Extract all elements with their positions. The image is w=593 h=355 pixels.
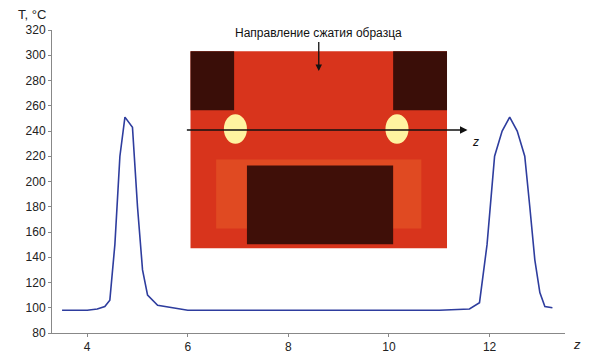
- svg-text:T, °C: T, °C: [18, 7, 46, 22]
- svg-text:6: 6: [184, 340, 191, 354]
- svg-text:Направление сжатия образца: Направление сжатия образца: [235, 26, 402, 40]
- svg-text:4: 4: [84, 340, 91, 354]
- svg-text:200: 200: [26, 175, 46, 189]
- svg-text:320: 320: [26, 23, 46, 37]
- svg-text:10: 10: [382, 340, 396, 354]
- svg-text:120: 120: [26, 276, 46, 290]
- svg-text:8: 8: [285, 340, 292, 354]
- svg-text:260: 260: [26, 99, 46, 113]
- svg-text:160: 160: [26, 225, 46, 239]
- svg-text:12: 12: [483, 340, 497, 354]
- svg-text:240: 240: [26, 124, 46, 138]
- svg-text:220: 220: [26, 149, 46, 163]
- svg-text:100: 100: [26, 301, 46, 315]
- svg-text:z: z: [573, 337, 581, 352]
- svg-text:280: 280: [26, 74, 46, 88]
- svg-text:80: 80: [32, 326, 46, 340]
- svg-text:140: 140: [26, 250, 46, 264]
- svg-text:z: z: [472, 135, 479, 149]
- svg-text:180: 180: [26, 200, 46, 214]
- svg-text:300: 300: [26, 48, 46, 62]
